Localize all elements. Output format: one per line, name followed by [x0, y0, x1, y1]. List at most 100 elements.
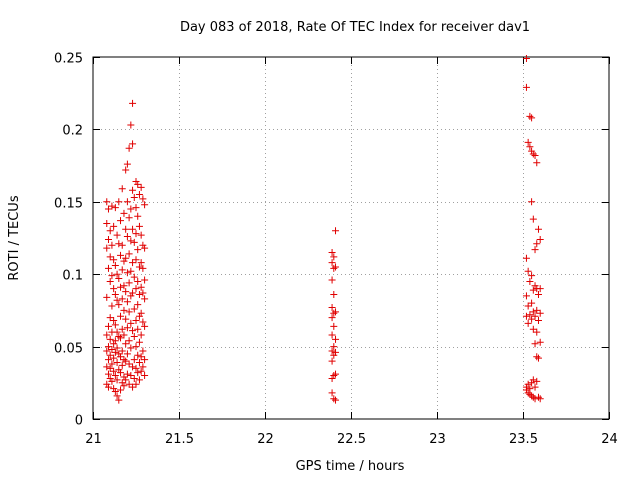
data-point	[110, 385, 118, 393]
data-point	[531, 246, 539, 254]
data-point	[103, 220, 111, 228]
data-point	[141, 322, 149, 330]
data-point	[141, 372, 149, 380]
data-point	[118, 295, 126, 303]
data-point	[117, 353, 125, 361]
data-point	[125, 214, 133, 222]
x-tick-label: 22.5	[337, 432, 366, 447]
data-point	[120, 306, 128, 314]
data-point	[524, 302, 532, 310]
data-point	[122, 376, 130, 384]
data-point	[130, 356, 138, 364]
data-point	[328, 276, 336, 284]
data-point	[115, 240, 123, 248]
data-point	[141, 356, 149, 364]
data-point	[123, 160, 131, 168]
data-point	[130, 238, 138, 246]
data-point	[103, 293, 111, 301]
data-point	[135, 263, 143, 271]
data-point	[139, 264, 147, 272]
data-point	[137, 259, 145, 267]
data-point	[533, 377, 541, 385]
data-point	[137, 231, 145, 239]
x-tick-label: 23.5	[509, 432, 538, 447]
data-point	[139, 241, 147, 249]
data-point	[111, 290, 119, 298]
tick-labels: 21 21.5 22 22.5 23 23.5 24 0 0.05 0.1 0.15 0.2 0.25	[54, 52, 618, 448]
data-point	[123, 198, 131, 206]
data-point	[123, 233, 131, 241]
x-tick-label: 23	[429, 432, 446, 447]
data-point	[108, 272, 116, 280]
data-point	[115, 198, 123, 206]
data-point	[111, 262, 119, 270]
data-point	[529, 286, 537, 294]
data-point	[103, 363, 111, 371]
data-point	[129, 259, 137, 267]
data-point	[132, 343, 140, 351]
data-point	[103, 198, 111, 206]
data-point	[528, 299, 536, 307]
data-point	[139, 347, 147, 355]
data-point	[125, 308, 133, 316]
data-point	[526, 390, 534, 398]
data-point	[522, 254, 530, 262]
data-point	[332, 370, 340, 378]
data-point	[139, 289, 147, 297]
data-point	[117, 386, 125, 394]
data-point	[115, 366, 123, 374]
data-point	[135, 338, 143, 346]
data-point	[122, 340, 130, 348]
data-point	[533, 353, 541, 361]
y-tick-label: 0.1	[62, 269, 83, 284]
data-point	[103, 347, 111, 355]
data-point	[332, 396, 340, 404]
data-point	[534, 290, 542, 298]
grid-lines	[93, 57, 609, 419]
data-point	[106, 314, 114, 322]
data-point	[104, 370, 112, 378]
data-point	[123, 269, 131, 277]
data-point	[536, 395, 544, 403]
data-point	[108, 345, 116, 353]
data-point	[528, 147, 536, 155]
data-points	[103, 54, 544, 404]
data-point	[139, 363, 147, 371]
data-point	[137, 309, 145, 317]
data-point	[531, 340, 539, 348]
data-point	[328, 357, 336, 365]
data-point	[528, 392, 536, 400]
data-point	[115, 275, 123, 283]
data-point	[122, 288, 130, 296]
y-tick-label: 0.2	[62, 124, 83, 139]
data-point	[134, 369, 142, 377]
data-point	[123, 370, 131, 378]
y-tick-label: 0.15	[54, 197, 83, 212]
data-point	[536, 285, 544, 293]
data-point	[332, 308, 340, 316]
data-point	[120, 373, 128, 381]
data-point	[127, 205, 135, 213]
data-point	[141, 295, 149, 303]
data-point	[534, 225, 542, 233]
data-point	[106, 335, 114, 343]
data-point	[122, 225, 130, 233]
data-point	[526, 143, 534, 151]
data-point	[536, 235, 544, 243]
y-tick-label: 0	[75, 414, 83, 429]
data-point	[125, 360, 133, 368]
data-point	[115, 350, 123, 358]
data-point	[118, 241, 126, 249]
data-point	[106, 227, 114, 235]
data-point	[528, 379, 536, 387]
data-point	[110, 340, 118, 348]
data-point	[127, 292, 135, 300]
data-point	[533, 159, 541, 167]
data-point	[134, 351, 142, 359]
data-point	[529, 325, 537, 333]
data-point	[134, 212, 142, 220]
data-point	[328, 259, 336, 267]
data-point	[125, 144, 133, 152]
data-point	[104, 383, 112, 391]
data-point	[127, 344, 135, 352]
